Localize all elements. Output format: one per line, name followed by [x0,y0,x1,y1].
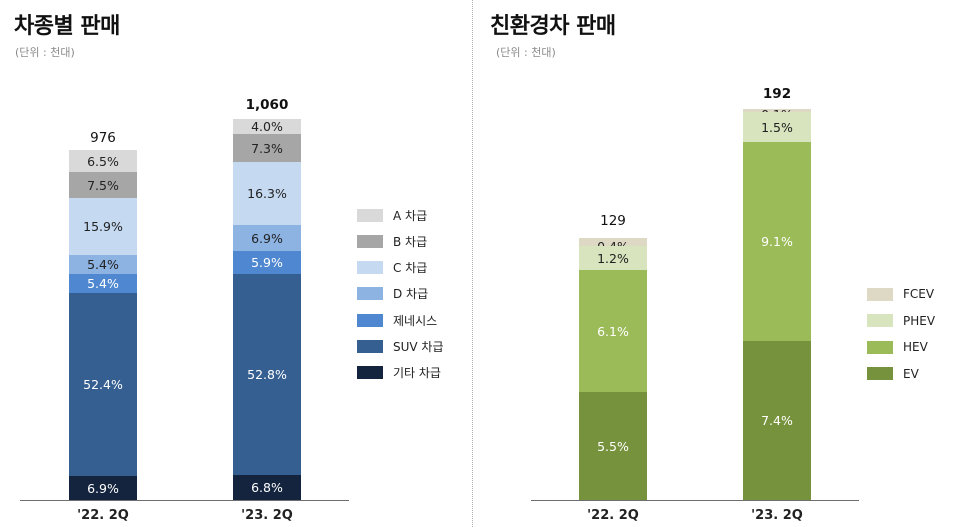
bar-segment: 5.4% [69,255,137,274]
legend-label: B 차급 [393,234,428,249]
segment-value-label: 5.4% [87,257,119,272]
legend-swatch-icon [867,340,893,354]
legend-item: PHEV [867,314,935,328]
bar-segment: 52.4% [69,293,137,476]
legend-swatch-icon [357,208,383,222]
legend-label: 제네시스 [393,313,438,328]
segment-value-label: 7.3% [251,140,283,156]
segment-value-label: 7.5% [87,177,119,193]
segment-value-label: 1.2% [597,250,629,266]
bar-segment: 6.5% [69,150,137,172]
bar-segment: 6.8% [233,475,301,500]
segment-value-label: 4.0% [251,119,283,134]
legend-label: A 차급 [393,208,428,223]
segment-value-label: 1.5% [761,119,793,135]
segment-value-label: 6.5% [87,153,119,169]
bar-segment: 4.0% [233,119,301,134]
vehicle-segment-panel: 차종별 판매 (단위 : 천대) 976 6.5% 7.5% 15.9% 5.4% 5.4… [0,0,472,527]
legend-label: EV [903,366,919,381]
bar-segment: 7.3% [233,134,301,162]
legend-item: A 차급 [357,208,428,223]
eco-vehicle-title: 친환경차 판매 [490,14,616,39]
segment-value-label: 7.4% [761,413,793,428]
bar-total-label: 976 [90,130,116,146]
legend-label: HEV [903,340,928,354]
segment-value-label: 5.9% [251,255,283,270]
legend-swatch-icon [357,313,383,327]
bar-segment: 6.1% [579,270,647,392]
legend-swatch-icon [357,340,383,353]
legend-item: 기타 차급 [357,366,441,380]
legend-item: C 차급 [357,261,427,275]
x-axis-category-label: '23. 2Q [751,508,803,523]
legend-swatch-icon [867,367,893,380]
segment-value-label: 6.9% [87,480,119,496]
segment-value-label: 9.1% [761,234,793,249]
legend-item: B 차급 [357,234,428,249]
bar-segment: 5.5% [579,392,647,500]
x-axis-line [20,500,349,501]
legend-item: D 차급 [357,287,428,301]
legend-swatch-icon [357,366,383,380]
bar-segment: 6.9% [233,225,301,251]
vehicle-segment-title: 차종별 판매 [14,14,120,39]
legend-swatch-icon [357,234,383,248]
segment-value-label: 5.4% [87,276,119,291]
bar-segment: 5.4% [69,274,137,293]
bar-segment: 7.5% [69,172,137,198]
bar-total-label: 129 [600,213,626,229]
x-axis-category-label: '22. 2Q [587,508,639,523]
bar-segment: 16.3% [233,162,301,225]
bar-total-label: 192 [762,86,792,102]
x-axis-line [531,500,859,501]
x-axis-category-label: '22. 2Q [77,508,129,523]
segment-value-label: 6.9% [251,230,283,246]
legend-swatch-icon [867,314,893,327]
bar-segment: 9.1% [743,142,811,341]
legend-label: D 차급 [393,287,429,302]
legend-label: PHEV [903,313,936,328]
bar-segment: 52.8% [233,274,301,475]
legend-swatch-icon [867,287,893,301]
bar-segment: 1.5% [743,112,811,142]
segment-value-label: 6.8% [251,480,283,495]
panel-divider [472,0,473,527]
legend-swatch-icon [357,261,383,275]
legend-item: FCEV [867,287,934,301]
legend-item: SUV 차급 [357,340,444,354]
legend-label: C 차급 [393,261,428,276]
legend-item: 제네시스 [357,313,438,328]
legend-item: EV [867,367,919,381]
segment-value-label: 16.3% [247,186,287,201]
bar-segment: 7.4% [743,341,811,500]
eco-vehicle-unit: (단위 : 천대) [496,46,556,59]
legend-swatch-icon [357,287,383,301]
bar-segment: 5.9% [233,251,301,274]
segment-value-label: 15.9% [83,219,123,234]
legend-label: 기타 차급 [393,366,441,381]
legend-label: FCEV [903,287,935,301]
bar-segment: 6.9% [69,476,137,500]
vehicle-segment-unit: (단위 : 천대) [15,46,75,59]
segment-value-label: 6.1% [597,323,629,339]
bar-total-label: 1,060 [245,97,289,113]
x-axis-category-label: '23. 2Q [241,508,293,523]
legend-item: HEV [867,340,928,354]
bar-segment: 1.2% [579,246,647,270]
legend-label: SUV 차급 [393,340,444,354]
bar-segment: 15.9% [69,198,137,255]
segment-value-label: 52.4% [83,377,123,392]
segment-value-label: 5.5% [597,438,629,454]
bar-segment: 0.4% [579,238,647,254]
segment-value-label: 52.8% [247,367,287,382]
